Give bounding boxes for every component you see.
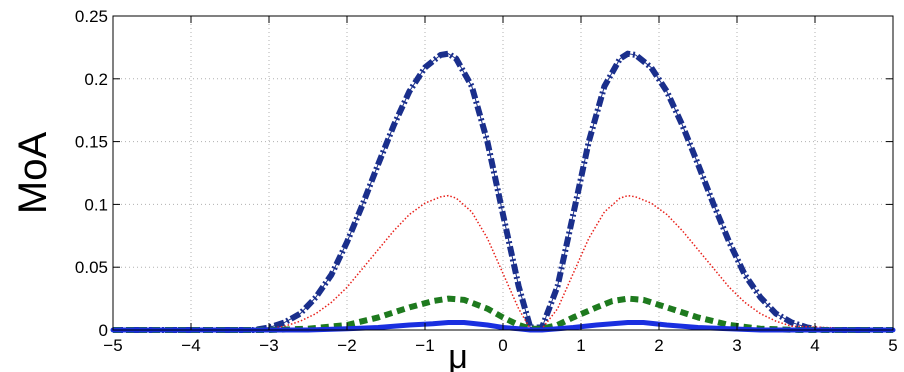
y-axis-label: MoA (11, 132, 55, 215)
x-tick-label: −4 (181, 336, 200, 355)
x-tick-label: −1 (415, 336, 434, 355)
series-line-2 (113, 194, 894, 331)
grid (113, 16, 893, 330)
x-tick-label: −3 (259, 336, 278, 355)
y-tick-label: 0.05 (75, 258, 108, 277)
y-tick-label: 0.1 (84, 195, 108, 214)
tick-labels: −5 −4 −3 −2 −1 0 1 2 3 4 5 0 0.05 0.1 0.15 0.2 0.25 (75, 7, 898, 355)
y-tick-label: 0.15 (75, 133, 108, 152)
x-axis-label: μ (448, 338, 468, 372)
x-tick-label: 0 (498, 336, 507, 355)
x-tick-label: −2 (337, 336, 356, 355)
x-tick-label: −5 (103, 336, 122, 355)
x-tick-label: 4 (810, 336, 819, 355)
y-tick-label: 0.2 (84, 70, 108, 89)
y-tick-label: 0.25 (75, 7, 108, 26)
x-tick-label: 5 (888, 336, 897, 355)
axes (112, 15, 894, 331)
x-tick-label: 2 (654, 336, 663, 355)
y-tick-label: 0 (99, 321, 108, 340)
x-tick-label: 1 (576, 336, 585, 355)
x-tick-label: 3 (732, 336, 741, 355)
